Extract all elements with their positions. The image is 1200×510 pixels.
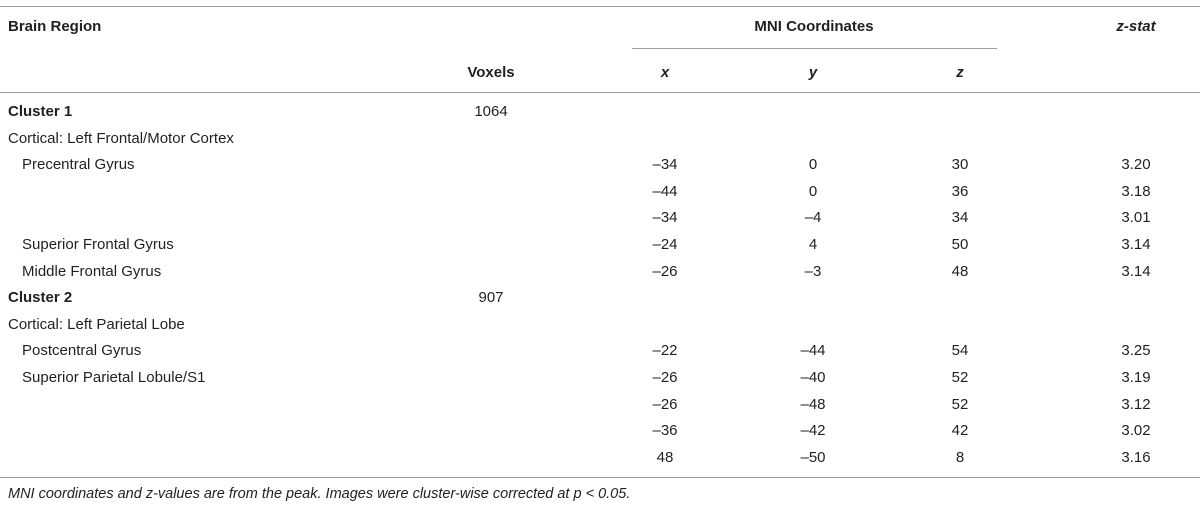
x-cell: –34 xyxy=(652,156,678,174)
header-z-stat: z-stat xyxy=(1116,18,1156,35)
header-x: x xyxy=(660,64,670,81)
region-label: Cluster 2 xyxy=(8,289,73,307)
z-cell: 50 xyxy=(951,236,969,253)
z-cell: 52 xyxy=(951,395,969,413)
x-cell: –26 xyxy=(652,369,678,386)
region-label: Middle Frontal Gyrus xyxy=(22,262,162,280)
region-label: Precentral Gyrus xyxy=(22,156,135,174)
y-cell: –3 xyxy=(804,262,822,280)
z-cell: 48 xyxy=(951,262,969,280)
x-cell: –36 xyxy=(652,422,678,440)
voxels-cell: 907 xyxy=(478,289,504,307)
z-stat-cell: 3.20 xyxy=(1121,156,1151,174)
y-cell: –44 xyxy=(800,342,826,360)
region-label: Postcentral Gyrus xyxy=(22,342,142,360)
z-stat-cell: 3.14 xyxy=(1121,236,1151,253)
header-brain-region: Brain Region xyxy=(8,18,102,35)
voxels-cell: 1064 xyxy=(474,103,508,120)
y-cell: 4 xyxy=(808,236,818,253)
header-bottom-rule xyxy=(0,92,1200,93)
table-footnote: MNI coordinates and z-values are from th… xyxy=(8,486,631,502)
y-cell: –50 xyxy=(800,448,826,466)
x-cell: 48 xyxy=(656,448,674,466)
region-label: Superior Frontal Gyrus xyxy=(22,236,174,253)
region-label: Cortical: Left Parietal Lobe xyxy=(8,315,185,333)
header-voxels: Voxels xyxy=(467,64,515,81)
region-label: Cluster 1 xyxy=(8,103,73,120)
y-cell: –4 xyxy=(804,209,822,227)
z-stat-cell: 3.16 xyxy=(1121,448,1151,466)
header-mni-coordinates: MNI Coordinates xyxy=(754,18,874,35)
z-stat-cell: 3.14 xyxy=(1121,262,1151,280)
y-cell: –40 xyxy=(800,369,826,386)
z-cell: 8 xyxy=(955,448,965,466)
x-cell: –44 xyxy=(652,182,678,200)
y-cell: 0 xyxy=(808,156,818,174)
z-cell: 34 xyxy=(951,209,969,227)
z-stat-cell: 3.01 xyxy=(1121,209,1151,227)
x-cell: –26 xyxy=(652,262,678,280)
mni-header-rule xyxy=(632,48,997,49)
y-cell: 0 xyxy=(808,182,818,200)
x-cell: –34 xyxy=(652,209,678,227)
y-cell: –48 xyxy=(800,395,826,413)
z-stat-cell: 3.25 xyxy=(1121,342,1151,360)
z-stat-cell: 3.02 xyxy=(1121,422,1151,440)
x-cell: –24 xyxy=(652,236,678,253)
z-cell: 54 xyxy=(951,342,969,360)
x-cell: –22 xyxy=(652,342,678,360)
z-stat-cell: 3.18 xyxy=(1121,182,1151,200)
x-cell: –26 xyxy=(652,395,678,413)
region-label: Cortical: Left Frontal/Motor Cortex xyxy=(8,129,234,147)
header-y: y xyxy=(808,64,818,81)
region-label: Superior Parietal Lobule/S1 xyxy=(22,369,206,386)
table-bottom-rule xyxy=(0,477,1200,478)
z-stat-cell: 3.12 xyxy=(1121,395,1151,413)
header-z: z xyxy=(956,64,964,81)
z-cell: 36 xyxy=(951,182,969,200)
z-cell: 30 xyxy=(951,156,969,174)
z-cell: 52 xyxy=(951,369,969,386)
z-cell: 42 xyxy=(951,422,969,440)
y-cell: –42 xyxy=(800,422,826,440)
table-top-rule xyxy=(0,6,1200,7)
z-stat-cell: 3.19 xyxy=(1121,369,1151,386)
